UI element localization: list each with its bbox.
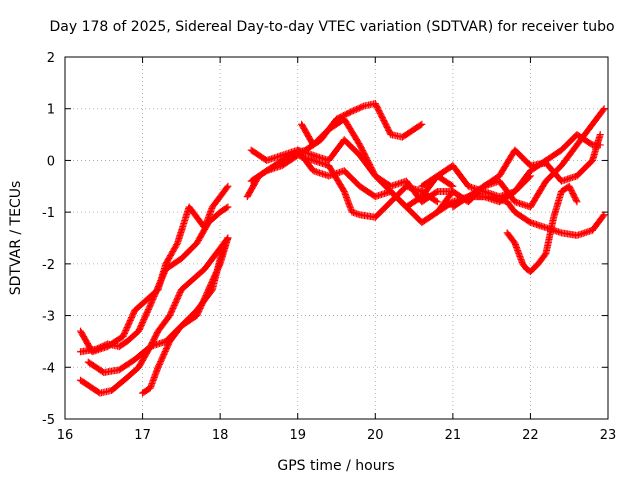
y-tick-label: -2 — [42, 258, 55, 273]
x-tick-label: 17 — [134, 428, 151, 443]
data-series — [77, 100, 608, 397]
data-point-marker — [224, 182, 232, 190]
x-tick-label: 22 — [522, 428, 539, 443]
y-tick-label: 1 — [47, 103, 55, 118]
series-track-15 — [503, 182, 581, 276]
y-tick-label: -3 — [42, 310, 55, 325]
data-point-marker — [433, 198, 441, 206]
series-track-13 — [449, 105, 608, 211]
y-tick-label: 2 — [47, 51, 55, 66]
data-point-marker — [600, 211, 608, 219]
y-axis-label: SDTVAR / TECUs — [8, 181, 24, 296]
grid-lines — [65, 57, 608, 419]
plot-frame — [64, 56, 609, 420]
data-point-marker — [600, 105, 608, 113]
x-tick-label: 23 — [600, 428, 617, 443]
x-axis-label: GPS time / hours — [277, 458, 394, 474]
series-track-9 — [298, 115, 457, 206]
series-track-14 — [472, 193, 608, 239]
data-point-marker — [224, 203, 232, 211]
data-point-marker — [215, 261, 223, 269]
x-tick-label: 18 — [212, 428, 229, 443]
data-point-marker — [358, 103, 366, 111]
y-tick-label: -1 — [42, 206, 55, 221]
series-track-4 — [84, 234, 232, 376]
chart-title: Day 178 of 2025, Sidereal Day-to-day VTE… — [49, 19, 614, 35]
data-point-marker — [432, 197, 440, 205]
series-track-2 — [77, 203, 232, 356]
data-point-marker — [417, 121, 425, 129]
y-tick-label: -5 — [42, 413, 55, 428]
x-tick-label: 16 — [57, 428, 74, 443]
data-point-marker — [599, 212, 607, 220]
x-tick-label: 19 — [289, 428, 306, 443]
series-track-1 — [77, 182, 232, 356]
series-track-3 — [77, 234, 232, 397]
y-tick-label: 0 — [47, 154, 55, 169]
x-tick-label: 20 — [367, 428, 384, 443]
data-point-marker — [596, 131, 604, 139]
x-tick-label: 21 — [445, 428, 462, 443]
data-point-marker — [418, 120, 426, 128]
data-point-marker — [448, 181, 456, 189]
data-point-marker — [573, 198, 581, 206]
data-point-marker — [224, 234, 232, 242]
axis-ticks: 16 17 18 19 20 21 22 23 -5 -4 -3 -2 -1 0 1 2 — [42, 51, 616, 443]
data-point-marker — [223, 184, 231, 192]
data-point-marker — [599, 106, 607, 114]
data-point-marker — [223, 204, 231, 212]
series-track-5 — [139, 234, 232, 397]
data-point-marker — [572, 196, 580, 204]
y-tick-label: -4 — [42, 361, 55, 376]
